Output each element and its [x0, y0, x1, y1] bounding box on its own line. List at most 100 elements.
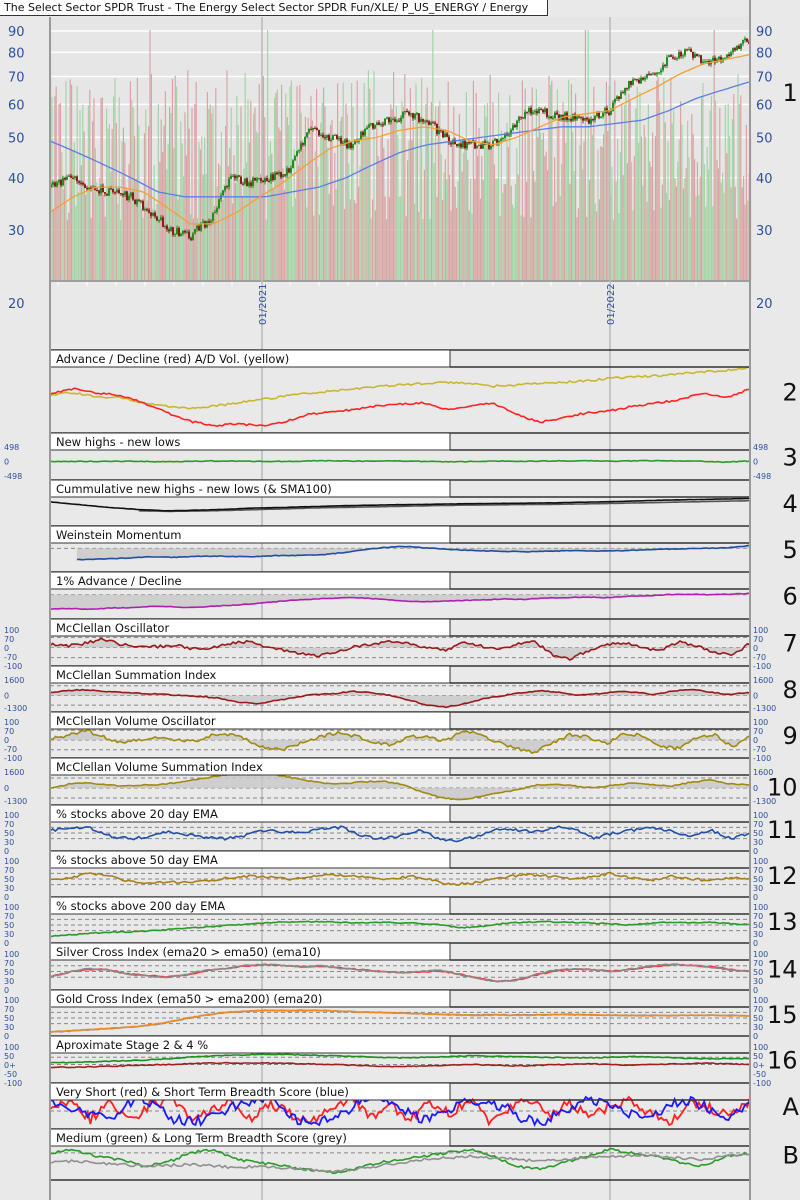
panel-label: McClellan Oscillator [56, 621, 169, 635]
candle [228, 178, 230, 188]
volume-bar [727, 103, 729, 280]
candle [230, 175, 232, 179]
panel-axis-label-right: 70 [753, 866, 763, 875]
candle [142, 201, 144, 210]
candle [304, 136, 306, 145]
volume-bar [498, 92, 500, 280]
candle [638, 79, 640, 84]
volume-bar [297, 165, 299, 280]
panel-axis-label-right: -100 [753, 662, 771, 671]
candle [266, 178, 268, 181]
volume-bar [117, 203, 119, 280]
volume-bar [419, 118, 421, 280]
volume-bar [314, 151, 316, 280]
volume-bar [128, 164, 130, 280]
panel-axis-label-right: 50 [753, 875, 763, 884]
candle [302, 143, 304, 145]
panel-number: 1 [783, 79, 798, 107]
volume-bar [699, 176, 701, 280]
volume-bar [103, 194, 105, 280]
volume-bar [206, 92, 208, 280]
series-line-new-highs-new-lows [49, 459, 751, 464]
volume-bar [181, 143, 183, 280]
candle [602, 112, 604, 117]
volume-bar [454, 186, 456, 280]
volume-bar [493, 164, 495, 280]
candle [274, 172, 276, 181]
candle [196, 225, 198, 230]
indicator-panel-12 [49, 850, 751, 886]
panel-axis-label-right: 100 [753, 718, 768, 727]
panel-fill-area [50, 638, 750, 660]
volume-bar [418, 211, 420, 280]
series-line-silver-cross-index [49, 963, 751, 983]
panel-axis-label-left: 100 [4, 626, 19, 635]
volume-bar [561, 163, 563, 280]
candle [222, 190, 224, 196]
candle [576, 116, 578, 120]
candle [620, 92, 622, 99]
volume-bar [69, 79, 71, 280]
candle [264, 178, 266, 183]
candle [262, 180, 264, 183]
candle [362, 131, 364, 136]
panel-axis-label-left: 70 [4, 912, 14, 921]
price-axis-label-right: 20 [756, 297, 773, 312]
volume-bar [635, 108, 637, 280]
volume-bar [650, 166, 652, 280]
volume-bar [370, 218, 372, 280]
candle [280, 172, 282, 178]
panel-number: 8 [783, 676, 798, 704]
volume-bar [513, 207, 515, 280]
volume-bar [731, 118, 733, 280]
candle [78, 181, 80, 183]
volume-bar [400, 196, 402, 280]
candle [260, 178, 262, 181]
volume-bar [470, 178, 472, 280]
candle [580, 116, 582, 118]
indicator-panel-14 [49, 942, 751, 983]
volume-bar [201, 136, 203, 280]
volume-bar [706, 147, 708, 280]
volume-bar [611, 166, 613, 280]
candle [144, 209, 146, 211]
candle [122, 193, 124, 196]
panel-axis-label-right: 0 [753, 458, 758, 467]
panel-axis-label-left: 100 [4, 857, 19, 866]
candle [276, 172, 278, 175]
candle [444, 133, 446, 138]
candle [200, 222, 202, 231]
volume-bar [257, 133, 259, 280]
volume-bar [68, 212, 70, 280]
panel-axis-label-left: 0 [4, 893, 9, 902]
candle [170, 227, 172, 232]
volume-bar [208, 108, 210, 280]
volume-bar [111, 129, 113, 280]
volume-bar [52, 208, 54, 280]
candle [552, 117, 554, 119]
candle [616, 96, 618, 99]
candle [592, 118, 594, 121]
candle [662, 64, 664, 71]
panel-axis-label-right: 70 [753, 959, 763, 968]
volume-bar [643, 125, 645, 280]
panel-label: Advance / Decline (red) A/D Vol. (yellow… [56, 352, 289, 366]
panel-axis-label-left: 0 [4, 736, 9, 745]
volume-bar [229, 147, 231, 280]
panel-axis-label-left: 0 [4, 847, 9, 856]
volume-bar [632, 210, 634, 280]
volume-bar [740, 95, 742, 281]
panel-axis-label-right: -50 [753, 1070, 766, 1079]
candle [596, 112, 598, 117]
volume-bar [439, 100, 441, 280]
panel-axis-label-right: -70 [753, 653, 766, 662]
panel-axis-label-left: 70 [4, 820, 14, 829]
panel-axis-label-right: 1600 [753, 676, 773, 685]
volume-bar [71, 84, 73, 280]
volume-bar [528, 131, 530, 280]
panel-number: 6 [783, 583, 798, 611]
candle [316, 128, 318, 131]
panel-axis-label-right: -1300 [753, 797, 776, 806]
panel-label: 1% Advance / Decline [56, 574, 182, 588]
panel-label: New highs - new lows [56, 435, 180, 449]
